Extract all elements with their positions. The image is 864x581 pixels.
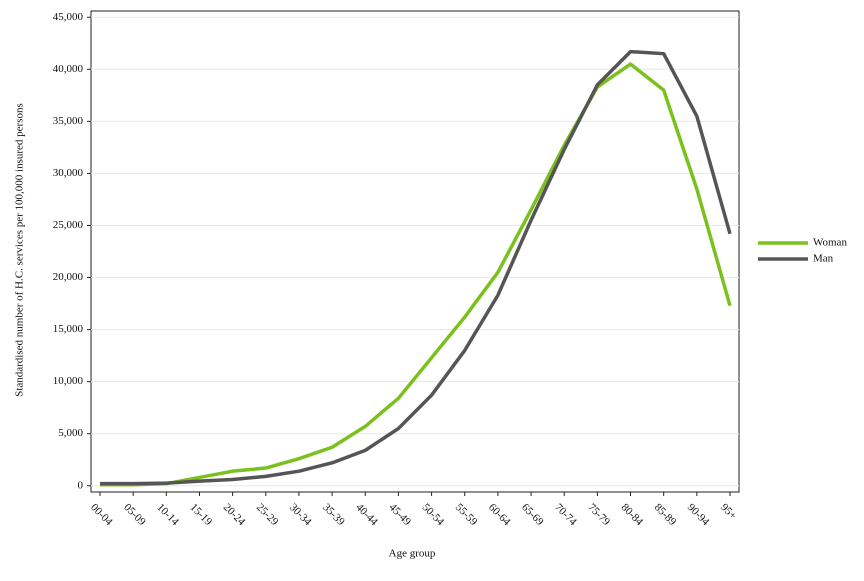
plot-frame	[90, 10, 740, 493]
y-tick-label: 10,000	[53, 375, 84, 387]
y-tick-label: 20,000	[53, 271, 84, 283]
x-tick-label: 85-89	[652, 501, 679, 528]
x-tick-label: 75-79	[585, 501, 612, 528]
y-axis-title: Standardised number of H.C. services per…	[14, 103, 26, 397]
y-tick-label: 5,000	[58, 427, 83, 439]
legend-label: Man	[813, 253, 834, 265]
x-tick-label: 70-74	[552, 501, 579, 528]
x-axis-title: Age group	[389, 548, 436, 560]
x-tick-label: 30-34	[287, 501, 314, 528]
x-tick-label: 90-94	[685, 501, 712, 528]
line-series	[100, 62, 732, 487]
x-tick-label: 05-09	[121, 501, 148, 528]
x-tick-label: 20-24	[221, 501, 248, 528]
y-tick-label: 30,000	[53, 167, 84, 179]
x-tick-label: 60-64	[486, 501, 513, 528]
x-tick-label: 35-39	[320, 501, 347, 528]
y-tick-label: 45,000	[53, 11, 84, 23]
x-tick-label: 50-54	[420, 501, 447, 528]
x-tick-label: 25-29	[254, 501, 281, 528]
x-tick-label: 80-84	[619, 501, 646, 528]
y-tick-label: 0	[78, 479, 84, 491]
y-tick-label: 25,000	[53, 219, 84, 231]
legend-label: Woman	[813, 237, 847, 249]
x-tick-label: 55-59	[453, 501, 480, 528]
x-tick-label: 10-14	[154, 501, 181, 528]
x-tick-label: 40-44	[353, 501, 380, 528]
y-tick-label: 40,000	[53, 63, 84, 75]
x-tick-label: 65-69	[519, 501, 546, 528]
x-tick-label: 00-04	[88, 501, 115, 528]
y-tick-label: 15,000	[53, 323, 84, 335]
y-tick-label: 35,000	[53, 115, 84, 127]
line-series	[100, 49, 732, 486]
x-tick-label: 95+	[718, 501, 739, 522]
x-tick-label: 15-19	[188, 501, 215, 528]
x-tick-label: 45-49	[387, 501, 414, 528]
